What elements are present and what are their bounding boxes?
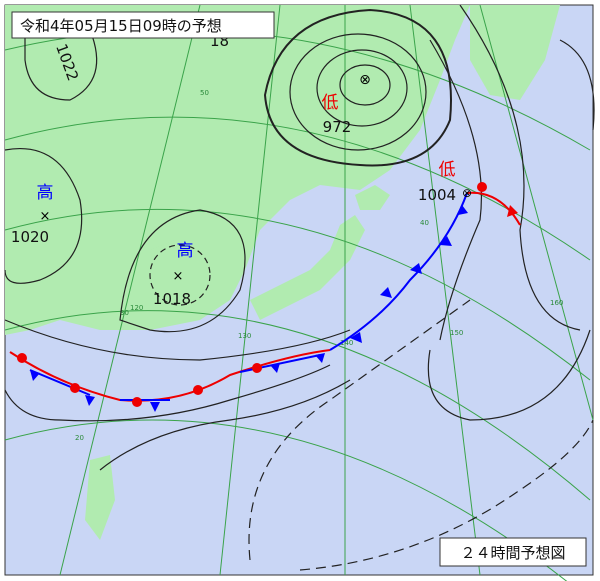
system-kind: 低 <box>439 160 456 180</box>
map-shape <box>17 353 27 363</box>
map-shape <box>477 182 487 192</box>
map-shape <box>316 49 408 127</box>
system-pressure: 1020 <box>11 228 49 246</box>
map-shape <box>559 39 595 131</box>
map-shape <box>119 209 246 333</box>
map-shape <box>466 191 521 226</box>
map-shape <box>30 205 468 412</box>
map-shape <box>429 39 483 341</box>
map-shape <box>459 4 581 331</box>
system-pressure: 972 <box>323 118 352 136</box>
fronts <box>9 182 521 412</box>
map-shape <box>70 383 80 393</box>
grid-label: 50 <box>200 89 209 97</box>
map-shape <box>252 363 262 373</box>
philippines <box>85 455 115 540</box>
grid-label: 130 <box>238 332 251 340</box>
map-shape <box>289 33 427 151</box>
low-center: ⊗ <box>359 72 371 88</box>
map-shape <box>440 236 452 246</box>
isobars <box>4 4 595 571</box>
footer-label: ２４時間予想図 <box>460 544 565 562</box>
map-shape <box>263 8 452 167</box>
map-shape <box>30 370 40 381</box>
map-shape <box>410 263 422 274</box>
title-box <box>11 11 275 39</box>
map-shape <box>17 182 518 407</box>
title: 令和4年05月15日09時の予想 <box>20 17 222 35</box>
system-pressure: 1004 <box>418 186 456 204</box>
map-shape <box>350 332 362 343</box>
map-shape <box>132 397 142 407</box>
map-shape <box>339 64 391 106</box>
map-shape <box>270 363 280 373</box>
grid-label: 120 <box>130 304 143 312</box>
high-center: × <box>40 209 51 224</box>
map-shape <box>427 329 591 421</box>
grid-label: 20 <box>75 434 84 442</box>
grid-label: 140 <box>340 339 353 347</box>
map-shape <box>248 299 471 561</box>
map-shape <box>380 287 392 298</box>
lon-line <box>59 4 201 576</box>
system-pressure: 1018 <box>153 290 191 308</box>
map-shape <box>4 319 351 361</box>
lat-line <box>4 208 591 381</box>
system-kind: 高 <box>37 183 54 203</box>
lat-line <box>4 310 591 501</box>
map-shape <box>315 353 325 363</box>
map-shape <box>299 419 594 571</box>
map-shape <box>458 205 468 215</box>
continent <box>5 5 470 335</box>
hokkaido <box>355 185 390 210</box>
map-shape <box>99 379 351 471</box>
map-shape <box>4 364 331 422</box>
map-shape <box>150 402 160 412</box>
grid-label: 30 <box>120 309 129 317</box>
kamchatka <box>470 5 560 100</box>
japan <box>250 215 365 320</box>
grid-label: 160 <box>550 299 563 307</box>
map-shape <box>507 205 518 217</box>
lon-line <box>219 4 281 576</box>
system-kind: 低 <box>322 93 339 113</box>
grid-label: 40 <box>420 219 429 227</box>
map-shape <box>149 244 211 306</box>
lon-line <box>409 4 481 576</box>
korea <box>150 240 185 280</box>
map-shape <box>9 349 331 402</box>
grid-label: 150 <box>450 329 463 337</box>
map-shape <box>193 385 203 395</box>
map-shape <box>85 395 95 406</box>
footer-box <box>439 537 587 567</box>
high-center: × <box>173 269 184 284</box>
map-shape <box>329 192 468 351</box>
system-kind: 高 <box>177 241 194 261</box>
low-center: ⊗ <box>462 186 472 200</box>
map-shape <box>4 148 83 284</box>
